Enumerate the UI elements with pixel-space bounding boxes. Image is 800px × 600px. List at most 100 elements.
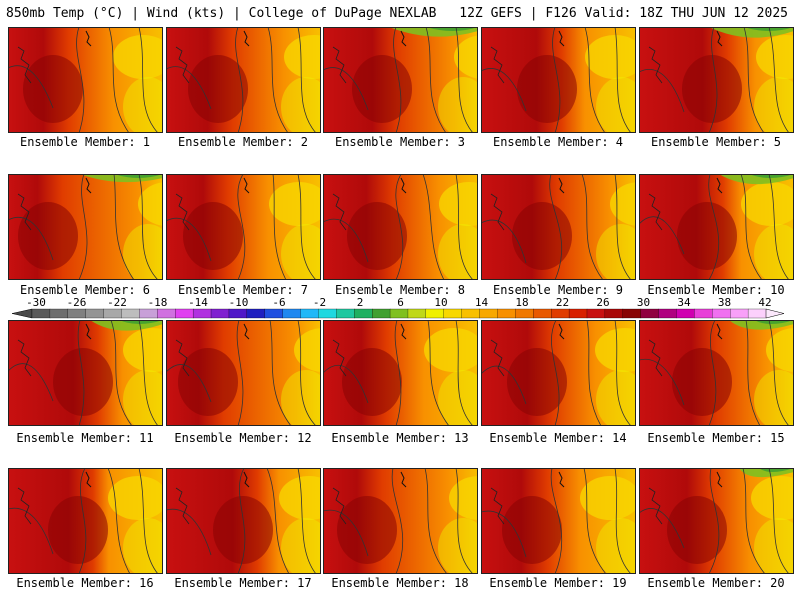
colorbar-tick-label: -18 <box>147 296 168 309</box>
colorbar-tick-label: -26 <box>66 296 87 309</box>
colorbar-tick-label: 18 <box>515 296 529 309</box>
ensemble-member-caption: Ensemble Member: 1 <box>19 135 151 149</box>
temperature-map <box>323 468 478 574</box>
colorbar-swatch <box>85 308 105 319</box>
colorbar-swatch <box>443 308 463 319</box>
temperature-map <box>8 27 163 133</box>
temperature-map <box>8 468 163 574</box>
colorbar-tick-label: 42 <box>758 296 772 309</box>
colorbar-tick-label: -22 <box>107 296 127 309</box>
temperature-map <box>639 174 794 280</box>
colorbar-swatch <box>533 308 552 319</box>
ensemble-member-caption: Ensemble Member: 2 <box>177 135 309 149</box>
colorbar-max-arrow <box>765 308 785 319</box>
colorbar-swatch <box>676 308 695 319</box>
ensemble-panel-6 <box>8 174 163 280</box>
colorbar-swatch <box>31 308 51 319</box>
ensemble-member-caption: Ensemble Member: 6 <box>19 283 151 297</box>
colorbar-swatch <box>694 308 713 319</box>
colorbar-min-arrow <box>11 308 33 319</box>
temperature-map <box>639 320 794 426</box>
ensemble-member-caption: Ensemble Member: 20 <box>647 576 785 590</box>
colorbar-swatch <box>568 308 588 319</box>
temperature-map <box>8 320 163 426</box>
ensemble-panel-9 <box>481 174 636 280</box>
colorbar-swatch <box>622 308 642 319</box>
colorbar-swatch <box>389 308 409 319</box>
colorbar-tick-label: 38 <box>717 296 732 309</box>
temperature-map <box>481 320 636 426</box>
ensemble-panel-8 <box>323 174 478 280</box>
ensemble-panel-3 <box>323 27 478 133</box>
ensemble-panel-15 <box>639 320 794 426</box>
ensemble-member-caption: Ensemble Member: 7 <box>177 283 309 297</box>
colorbar-tick-label: 22 <box>555 296 570 309</box>
ensemble-member-caption: Ensemble Member: 4 <box>492 135 624 149</box>
colorbar-swatch <box>658 308 677 319</box>
colorbar-swatch <box>139 308 158 319</box>
temperature-map <box>639 27 794 133</box>
colorbar-swatch <box>103 308 122 319</box>
colorbar-tick-label: -2 <box>312 296 327 309</box>
ensemble-panel-2 <box>166 27 321 133</box>
ensemble-member-caption: Ensemble Member: 13 <box>331 431 469 445</box>
colorbar-tick-label: -10 <box>228 296 249 309</box>
colorbar-swatch <box>121 308 140 319</box>
colorbar-swatch <box>371 308 391 319</box>
ensemble-panel-13 <box>323 320 478 426</box>
colorbar-swatch <box>407 308 427 319</box>
colorbar-swatch <box>604 308 624 319</box>
colorbar-swatch <box>747 308 767 319</box>
colorbar-tick-label: 6 <box>397 296 404 309</box>
ensemble-member-caption: Ensemble Member: 16 <box>16 576 154 590</box>
colorbar-swatch <box>425 308 445 319</box>
colorbar-swatch <box>354 308 373 319</box>
temperature-colorbar <box>11 308 785 319</box>
colorbar-tick-label: -30 <box>26 296 46 309</box>
ensemble-panel-1 <box>8 27 163 133</box>
header-run-info: 12Z GEFS | F126 Valid: 18Z THU JUN 12 20… <box>459 6 788 21</box>
temperature-map <box>481 27 636 133</box>
ensemble-member-caption: Ensemble Member: 5 <box>650 135 782 149</box>
ensemble-member-caption: Ensemble Member: 15 <box>647 431 785 445</box>
colorbar-swatch <box>210 308 230 319</box>
temperature-map <box>166 320 321 426</box>
temperature-map <box>481 468 636 574</box>
ensemble-panel-12 <box>166 320 321 426</box>
colorbar-swatch <box>282 308 301 319</box>
temperature-map <box>481 174 636 280</box>
ensemble-member-caption: Ensemble Member: 17 <box>174 576 312 590</box>
colorbar-swatch <box>157 308 176 319</box>
ensemble-panel-10 <box>639 174 794 280</box>
colorbar-swatch <box>586 308 606 319</box>
temperature-map <box>639 468 794 574</box>
header-title: 850mb Temp (°C) | Wind (kts) | College o… <box>6 6 437 21</box>
colorbar-swatch <box>175 308 194 319</box>
ensemble-panel-7 <box>166 174 321 280</box>
colorbar-tick-label: 34 <box>677 296 691 309</box>
colorbar-swatch <box>300 308 319 319</box>
ensemble-member-caption: Ensemble Member: 3 <box>334 135 466 149</box>
ensemble-member-caption: Ensemble Member: 9 <box>492 283 624 297</box>
ensemble-member-caption: Ensemble Member: 11 <box>16 431 154 445</box>
ensemble-panel-4 <box>481 27 636 133</box>
ensemble-member-caption: Ensemble Member: 12 <box>174 431 312 445</box>
temperature-map <box>166 468 321 574</box>
colorbar-swatch <box>49 308 69 319</box>
colorbar-swatch <box>264 308 284 319</box>
colorbar-swatch <box>336 308 355 319</box>
temperature-map <box>8 174 163 280</box>
ensemble-panel-16 <box>8 468 163 574</box>
colorbar-swatch <box>712 308 731 319</box>
temperature-map <box>166 174 321 280</box>
colorbar-tick-label: -14 <box>188 296 208 309</box>
colorbar-tick-label: 30 <box>636 296 651 309</box>
ensemble-panel-17 <box>166 468 321 574</box>
temperature-map <box>323 27 478 133</box>
ensemble-member-caption: Ensemble Member: 8 <box>334 283 466 297</box>
colorbar-swatch <box>479 308 498 319</box>
colorbar-swatch <box>192 308 212 319</box>
ensemble-panel-14 <box>481 320 636 426</box>
ensemble-panel-19 <box>481 468 636 574</box>
ensemble-panel-18 <box>323 468 478 574</box>
